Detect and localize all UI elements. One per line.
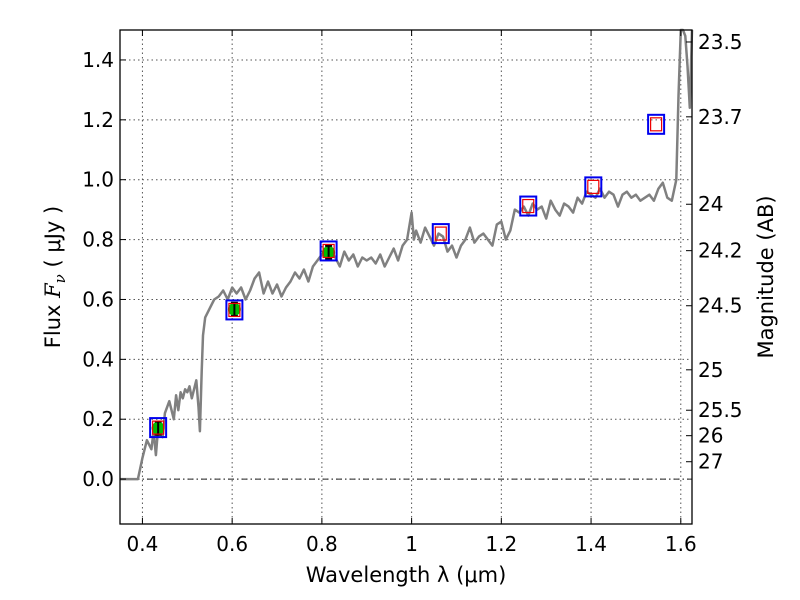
right-tick-label: 26 bbox=[698, 424, 723, 448]
x-tick-label: 0.8 bbox=[306, 532, 338, 556]
model-point-box bbox=[584, 176, 603, 198]
right-tick-label: 24.2 bbox=[698, 239, 743, 263]
x-tick-label: 0.6 bbox=[216, 532, 248, 556]
x-tick-label: 1.4 bbox=[575, 532, 607, 556]
x-axis-label: Wavelength λ (μm) bbox=[306, 563, 507, 587]
model-points-layer bbox=[149, 113, 666, 439]
right-tick-label: 24 bbox=[698, 192, 723, 216]
y-axis-label-prefix: Flux bbox=[41, 298, 65, 348]
y-axis-label-symbol: F bbox=[41, 282, 65, 299]
right-tick-label: 25 bbox=[698, 358, 723, 382]
right-tick-label: 25.5 bbox=[698, 398, 743, 422]
model-point-inner-box bbox=[322, 243, 335, 259]
y-tick-label: 1.2 bbox=[82, 108, 114, 132]
model-point-inner-box bbox=[650, 117, 663, 132]
model-point-box bbox=[149, 417, 168, 439]
x-tick-label: 1.2 bbox=[485, 532, 517, 556]
model-point-box bbox=[431, 223, 450, 245]
right-tick-label: 24.5 bbox=[698, 294, 743, 318]
x-tick-label: 1 bbox=[405, 532, 418, 556]
model-point-box bbox=[319, 240, 338, 262]
model-point-box bbox=[225, 299, 244, 321]
x-tick-label: 1.6 bbox=[665, 532, 697, 556]
y-tick-label: 1.0 bbox=[82, 168, 114, 192]
grid bbox=[120, 30, 692, 524]
model-point-box bbox=[519, 195, 538, 217]
y-axis-label-unit: ( μJy ) bbox=[41, 206, 65, 274]
model-point-inner-box bbox=[152, 420, 165, 435]
y-axis-label-subscript: ν bbox=[51, 274, 69, 283]
plot-frame bbox=[119, 29, 693, 525]
y-tick-label: 0.4 bbox=[82, 347, 114, 371]
y-tick-label: 1.4 bbox=[82, 48, 114, 72]
model-point-inner-box bbox=[228, 302, 241, 318]
y-tick-label: 0.0 bbox=[82, 467, 114, 491]
y-axis-label: Flux Fν ( μJy ) bbox=[41, 206, 69, 348]
right-axis-label: Magnitude (AB) bbox=[754, 195, 778, 358]
y-tick-label: 0.6 bbox=[82, 287, 114, 311]
right-tick-label: 23.7 bbox=[698, 105, 743, 129]
right-tick-label: 23.5 bbox=[698, 30, 743, 54]
right-tick-label: 27 bbox=[698, 450, 723, 474]
spectrum-line bbox=[120, 28, 694, 481]
spectrum-layer bbox=[120, 28, 694, 481]
model-point-inner-box bbox=[522, 198, 535, 214]
y-axis-ticks: 0.0 0.2 0.4 0.6 0.8 1.0 1.2 1.4 bbox=[82, 48, 126, 491]
model-point-box bbox=[647, 113, 666, 135]
y-tick-label: 0.8 bbox=[82, 228, 114, 252]
model-point-inner-box bbox=[434, 226, 447, 241]
x-axis-ticks: 0.4 0.6 0.8 1 1.2 1.4 1.6 bbox=[127, 30, 697, 556]
x-tick-label: 0.4 bbox=[127, 532, 159, 556]
y-tick-label: 0.2 bbox=[82, 407, 114, 431]
model-point-inner-box bbox=[587, 179, 600, 194]
